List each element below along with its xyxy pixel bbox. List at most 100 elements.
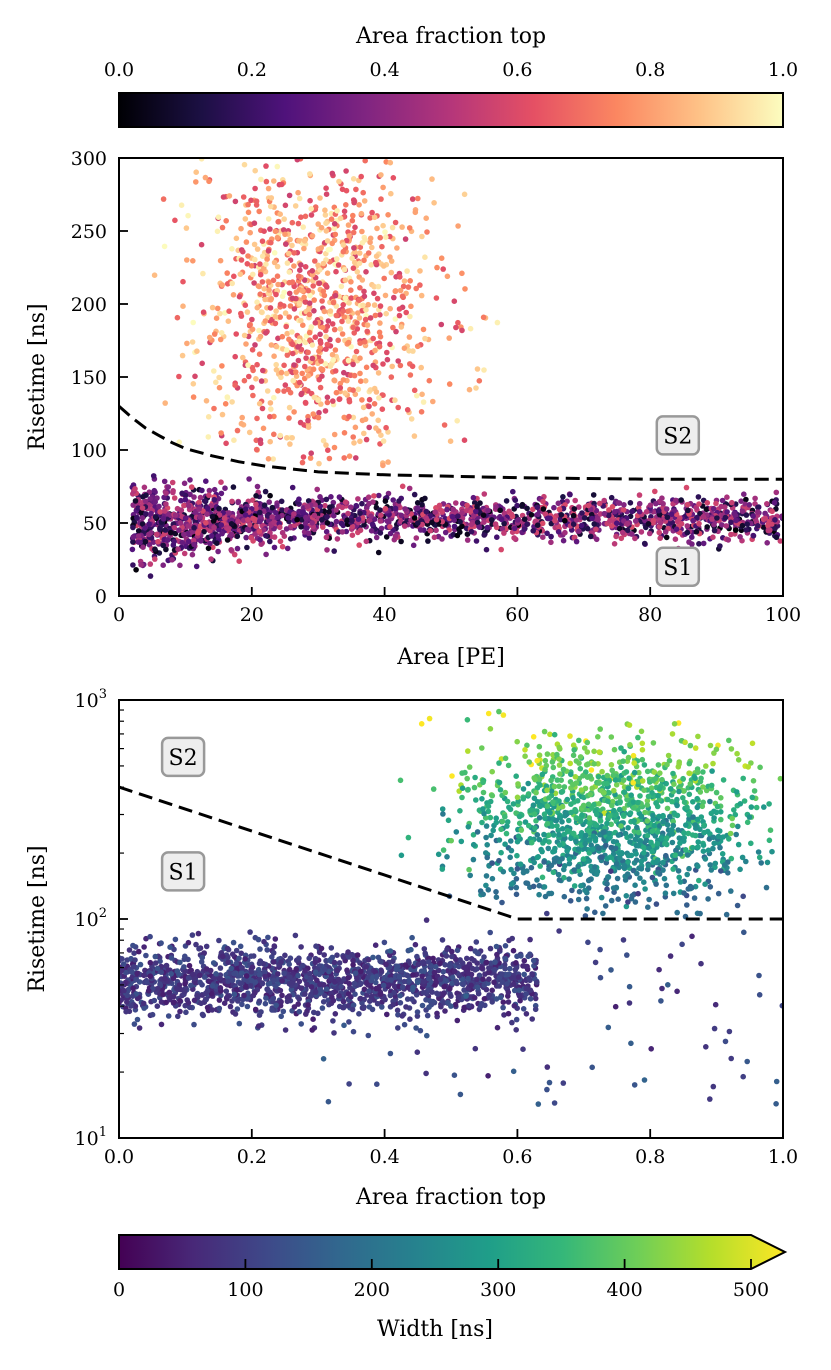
bottom-s1-point: [273, 1002, 280, 1009]
top-s1-point: [673, 526, 680, 532]
top-s1-point: [494, 534, 500, 540]
bottom-s1-point: [459, 960, 466, 966]
top-s1-point: [178, 497, 184, 504]
top-s2-point: [323, 334, 329, 340]
top-s2-point: [323, 282, 329, 289]
top-s2-point: [309, 342, 316, 348]
top-s1-point: [439, 518, 446, 525]
top-s2-point: [248, 263, 255, 269]
top-s1-point: [170, 489, 176, 496]
top-s2-point: [222, 401, 229, 407]
top-s1-point: [555, 500, 562, 507]
top-s2-point: [339, 186, 346, 193]
top-s2-point: [275, 219, 282, 225]
top-s2-point: [481, 367, 487, 373]
bottom-s1-point: [152, 953, 159, 960]
bottom-s1-point: [499, 971, 505, 977]
top-s1-point: [636, 508, 643, 515]
bottom-s1-point: [322, 992, 328, 999]
top-s2-point: [231, 273, 237, 280]
top-s2-point: [252, 256, 258, 263]
top-s2-point: [263, 330, 269, 336]
bottom-s1-point: [233, 987, 240, 993]
top-s1-point: [244, 526, 251, 533]
bottom-s1-point: [248, 969, 255, 975]
bottom-s1-point: [183, 1009, 189, 1016]
top-s1-point: [493, 504, 499, 510]
bottom-s1-point: [227, 1003, 234, 1010]
top-y-tick-label: 100: [71, 440, 107, 462]
top-s1-point: [576, 528, 582, 534]
bottom-s1-point: [191, 997, 198, 1004]
bottom-s1-point: [270, 959, 277, 965]
top-s2-point: [321, 292, 328, 299]
top-s2-point: [190, 319, 196, 326]
top-s2-point: [271, 431, 277, 438]
top-s2-point: [418, 364, 425, 371]
top-s2-point: [333, 312, 340, 319]
top-s1-point: [659, 495, 665, 502]
top-s2-point: [289, 329, 295, 335]
top-s1-point: [414, 505, 421, 511]
bottom-s1-point: [433, 978, 439, 985]
top-s1-point: [256, 518, 263, 525]
top-s2-point: [302, 399, 309, 406]
top-s2-point: [325, 318, 332, 324]
bottom-s1-point: [474, 984, 481, 991]
bottom-s1-point: [313, 943, 319, 949]
top-s2-point: [351, 440, 357, 446]
top-s1-point: [429, 519, 435, 526]
top-s2-point: [385, 212, 391, 218]
top-s2-point: [350, 176, 357, 182]
top-s2-point: [268, 342, 275, 348]
top-s2-point: [393, 328, 399, 335]
bottom-s1-point: [152, 960, 159, 966]
top-s1-point: [737, 534, 743, 540]
top-s1-point: [710, 505, 717, 512]
top-s2-point: [257, 440, 264, 447]
bottom-s1-point: [296, 1008, 303, 1015]
top-colorbar-tick-label: 0.8: [635, 59, 665, 81]
top-s2-point: [232, 198, 239, 205]
bottom-s1-point: [257, 946, 263, 952]
top-s1-point: [560, 537, 567, 544]
top-s2-point: [357, 370, 363, 377]
top-s2-point: [305, 287, 312, 294]
bottom-s1-point: [211, 975, 218, 981]
bottom-s1-point: [472, 948, 479, 954]
top-x-tick-label: 0: [113, 604, 125, 626]
top-s2-point: [381, 275, 388, 282]
bottom-s2-point: [692, 745, 699, 751]
top-s2-point: [258, 176, 264, 183]
top-s2-point: [391, 294, 397, 301]
top-s2-point: [353, 348, 360, 355]
top-s1-point: [324, 547, 330, 553]
bottom-s1-point: [264, 947, 271, 953]
top-s1-point: [616, 525, 623, 532]
bottom-s1-point: [121, 987, 127, 994]
bottom-s1-point: [242, 956, 248, 962]
top-s1-point: [521, 516, 528, 522]
top-s1-point: [689, 534, 695, 540]
top-s1-point: [222, 485, 228, 492]
top-s1-point: [271, 519, 277, 525]
top-s1-point: [319, 517, 325, 523]
top-s2-point: [429, 176, 435, 182]
bottom-s1-point: [350, 1002, 357, 1008]
bottom-s1-point: [181, 964, 187, 970]
top-s2-point: [337, 215, 344, 222]
bottom-s2-point: [483, 834, 489, 841]
top-s2-point: [329, 240, 336, 247]
top-s2-point: [446, 381, 453, 387]
top-s1-point: [324, 514, 330, 520]
top-y-tick-label: 50: [83, 513, 107, 535]
top-s2-point: [455, 223, 461, 229]
top-s2-point: [315, 397, 321, 404]
top-s2-point: [151, 272, 158, 279]
top-s2-point: [310, 366, 317, 373]
top-s1-point: [161, 494, 167, 501]
top-s1-point: [512, 497, 519, 504]
top-s1-point: [672, 536, 679, 542]
top-s2-point: [374, 295, 381, 302]
top-x-tick-label: 80: [638, 604, 662, 626]
